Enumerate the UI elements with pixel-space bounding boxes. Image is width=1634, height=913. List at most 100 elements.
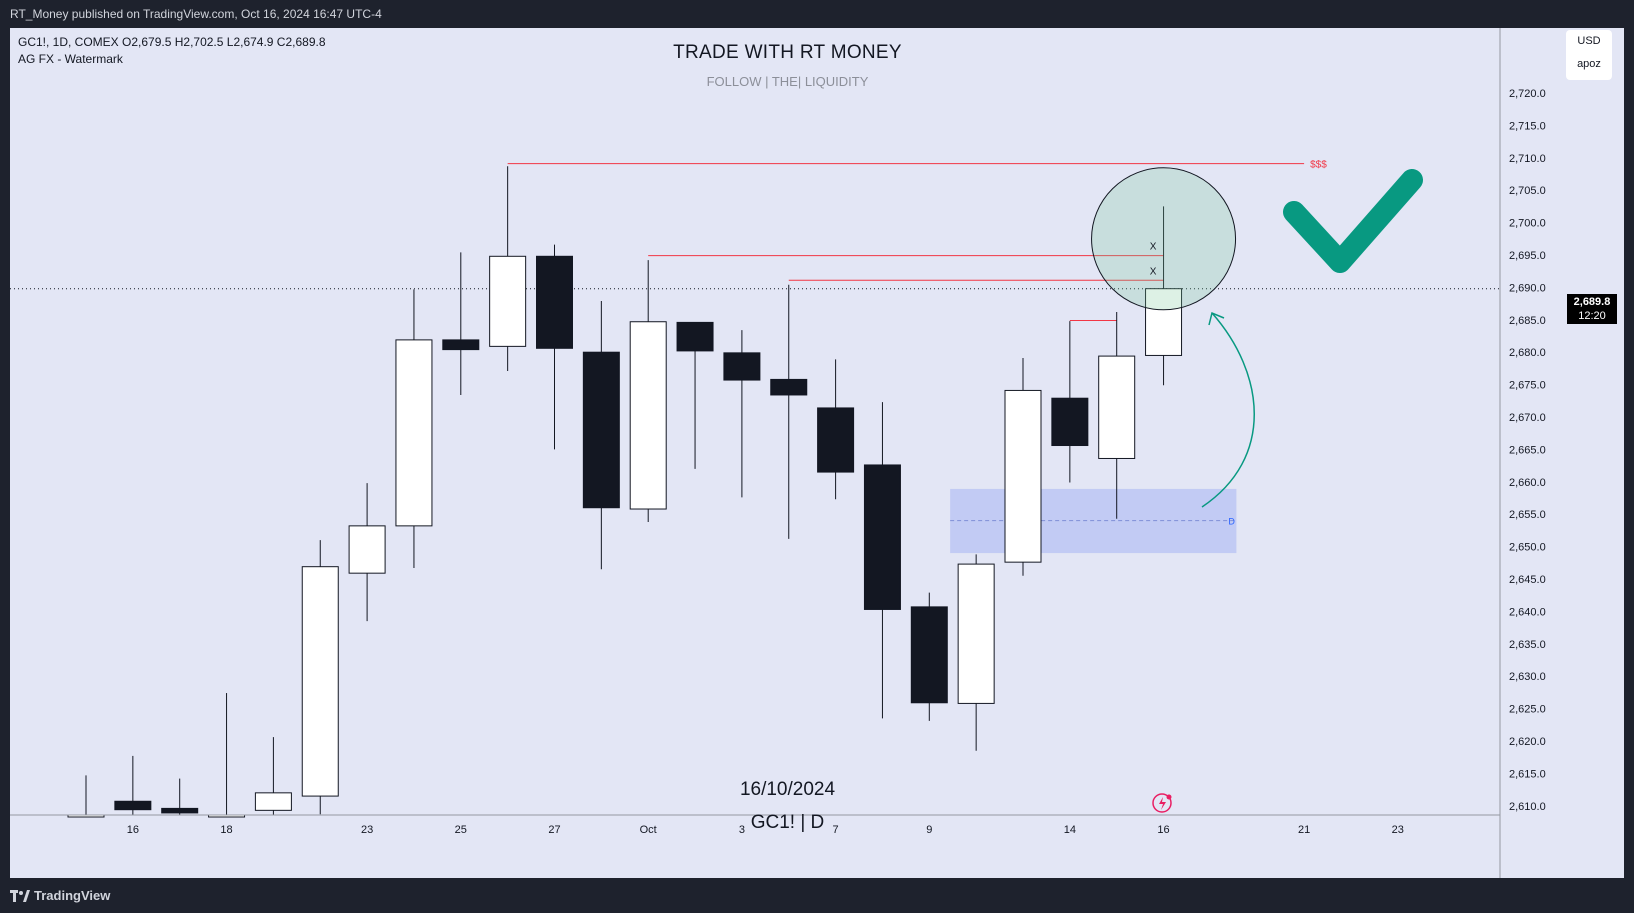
x-tick-label: 27 (548, 824, 560, 836)
candle (254, 737, 292, 815)
alert-bolt-icon (1159, 797, 1166, 810)
axes: 2,610.0 2,615.0 2,620.0 2,625.0 2,630.0 2,635… (10, 28, 1546, 878)
ohlc-legend: GC1!, 1D, COMEX O2,679.5 H2,702.5 L2,674… (18, 35, 326, 49)
candle (1145, 206, 1183, 386)
published-header: RT_Money published on TradingView.com, O… (0, 0, 1634, 28)
unit-label: apoz (1577, 58, 1601, 70)
bar-countdown: 12:20 (1578, 310, 1606, 322)
y-tick-label: 2,700.0 (1509, 218, 1546, 230)
x-tick-label: 23 (1392, 824, 1404, 836)
candle (442, 252, 480, 395)
x-tick-label: 16 (1157, 824, 1169, 836)
x-tick-label: 23 (361, 824, 373, 836)
candle (723, 330, 761, 498)
check-mark-icon (1283, 169, 1423, 273)
y-tick-label: 2,670.0 (1509, 412, 1546, 424)
watermark-date: 16/10/2024 (739, 779, 836, 800)
candle (348, 483, 386, 622)
candle (910, 592, 948, 721)
candle (1004, 358, 1042, 576)
candle-body (863, 464, 901, 610)
y-tick-label: 2,635.0 (1509, 639, 1546, 651)
candle (301, 540, 339, 815)
candle-body (582, 351, 620, 509)
candle-body (723, 352, 761, 381)
symbol-legend: GC1!, 1D, COMEX O2,679.5 H2,702.5 L2,674… (18, 34, 326, 68)
candle-body (442, 339, 480, 351)
candle-body (489, 255, 527, 347)
candle (629, 260, 667, 522)
watermark-symbol: GC1! | D (750, 812, 825, 833)
candle-body (348, 525, 386, 574)
candle (1051, 321, 1089, 483)
candle-body (817, 407, 855, 473)
tradingview-mark-icon (10, 889, 30, 902)
watermark-title: TRADE WITH RT MONEY (673, 42, 902, 63)
candle-body (910, 606, 948, 704)
candlestick-chart[interactable]: D $$$ XX 2,610.02,615.02,620.02,625.02,6… (10, 28, 1624, 878)
footer-bar (0, 878, 1634, 913)
x-tick-label: 7 (833, 824, 839, 836)
liquidity-levels: $$$ (507, 160, 1327, 321)
candle-body (1145, 288, 1183, 356)
candle-body (957, 563, 995, 704)
currency-selector[interactable]: USD apoz (1566, 30, 1612, 80)
candle (770, 284, 808, 539)
y-tick-label: 2,620.0 (1509, 736, 1546, 748)
last-price-tag: 2,689.8 12:20 (1567, 294, 1617, 324)
sweep-circle (1091, 167, 1237, 311)
y-tick-label: 2,705.0 (1509, 185, 1546, 197)
annotation-overlay: XX (1091, 167, 1423, 813)
indicator-legend: AG FX - Watermark (18, 52, 123, 66)
y-tick-label: 2,685.0 (1509, 315, 1546, 327)
y-tick-label: 2,675.0 (1509, 380, 1546, 392)
bounce-arrow (1201, 312, 1255, 508)
arrow-head-icon (1208, 311, 1225, 326)
alert-dot-icon (1166, 794, 1172, 800)
candle-body (536, 255, 573, 349)
alert-icon-ring (1152, 793, 1172, 813)
x-tick-label: 16 (127, 824, 139, 836)
y-tick-label: 2,695.0 (1509, 250, 1546, 262)
last-price-value: 2,689.8 (1573, 296, 1611, 308)
candle (582, 301, 620, 570)
y-tick-label: 2,630.0 (1509, 671, 1546, 683)
y-tick-label: 2,645.0 (1509, 574, 1546, 586)
candle-body (1051, 397, 1089, 447)
x-tick-label: 25 (455, 824, 467, 836)
x-tick-label: 21 (1298, 824, 1310, 836)
candle-body (114, 800, 152, 811)
candle (863, 402, 901, 719)
y-tick-label: 2,610.0 (1509, 801, 1546, 813)
currency-label: USD (1577, 35, 1601, 47)
watermark-subtitle: FOLLOW | THE| LIQUIDITY (706, 74, 869, 89)
candles (67, 166, 1183, 818)
y-tick-label: 2,625.0 (1509, 704, 1546, 716)
demand-zone-label: D (1228, 517, 1235, 527)
y-tick-label: 2,650.0 (1509, 542, 1546, 554)
candle-body (161, 807, 199, 814)
alert-icon (1152, 793, 1172, 813)
candle-body (629, 321, 667, 510)
liquidity-label: $$$ (1310, 160, 1327, 171)
y-tick-label: 2,665.0 (1509, 444, 1546, 456)
candle-body (254, 792, 292, 811)
candle-body (301, 566, 339, 797)
candle (957, 554, 995, 751)
y-tick-label: 2,710.0 (1509, 153, 1546, 165)
y-tick-label: 2,655.0 (1509, 509, 1546, 521)
y-tick-label: 2,640.0 (1509, 606, 1546, 618)
tradingview-brand: TradingView (34, 888, 111, 903)
y-tick-label: 2,690.0 (1509, 282, 1546, 294)
candle (536, 244, 573, 450)
candle (1098, 312, 1136, 519)
sweep-x-mark: X (1150, 266, 1157, 277)
candle-body (770, 378, 808, 396)
x-tick-label: 9 (926, 824, 932, 836)
y-tick-label: 2,680.0 (1509, 347, 1546, 359)
candle (161, 778, 199, 815)
y-tick-label: 2,720.0 (1509, 88, 1546, 100)
tradingview-logo[interactable]: TradingView (10, 888, 110, 903)
y-tick-label: 2,660.0 (1509, 477, 1546, 489)
